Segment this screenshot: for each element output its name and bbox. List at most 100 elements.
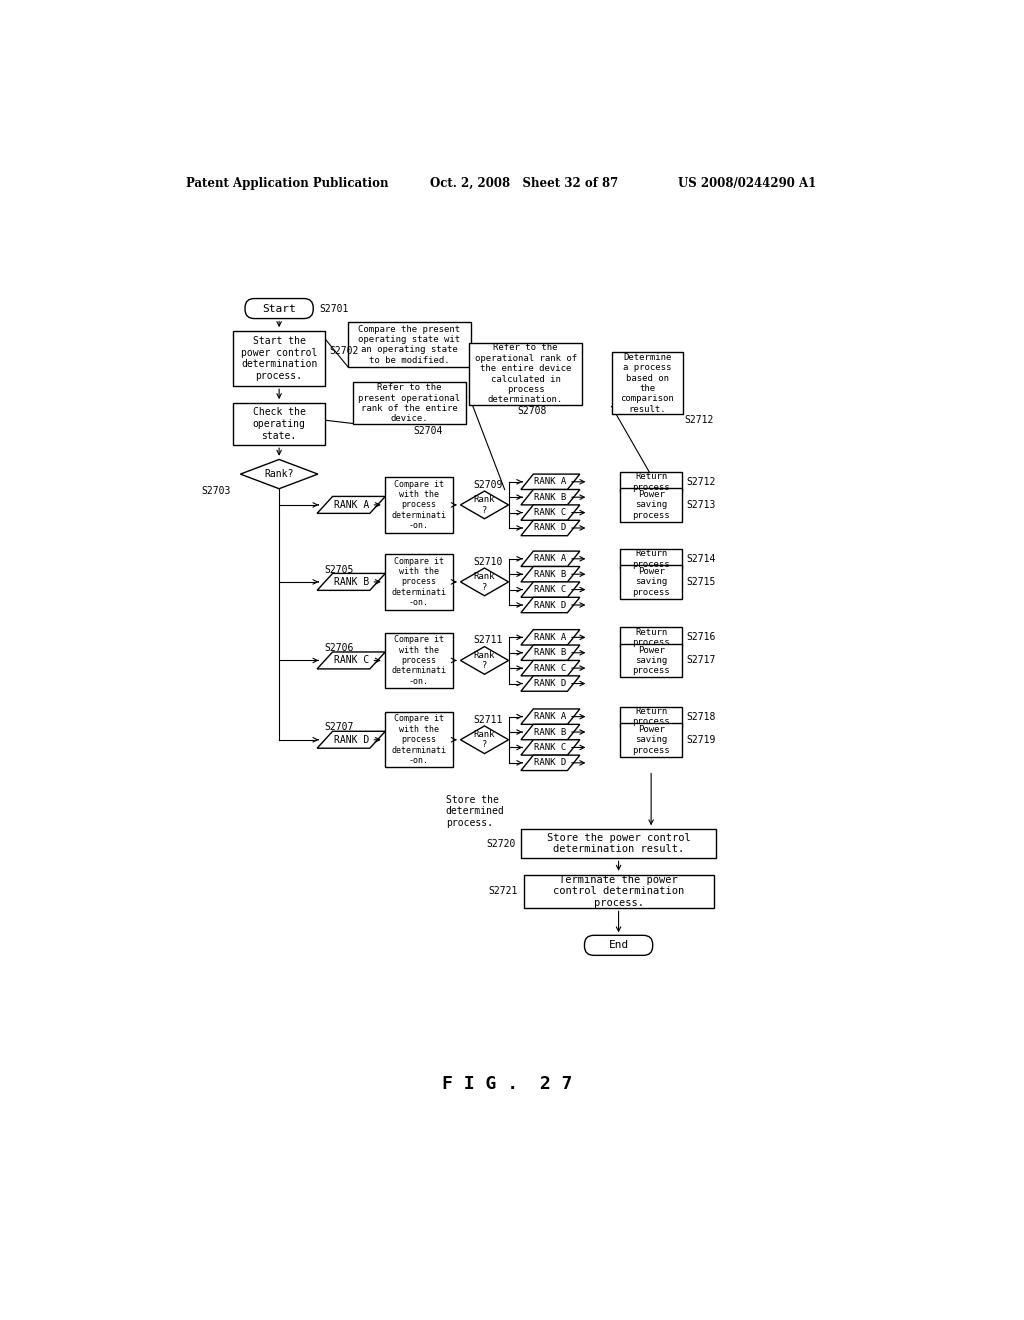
Polygon shape: [521, 645, 580, 660]
Text: RANK D: RANK D: [535, 759, 566, 767]
Text: F I G .  2 7: F I G . 2 7: [442, 1074, 573, 1093]
Polygon shape: [317, 731, 385, 748]
FancyBboxPatch shape: [385, 478, 453, 533]
Polygon shape: [461, 726, 509, 754]
FancyBboxPatch shape: [385, 554, 453, 610]
Text: Return
process: Return process: [632, 549, 670, 569]
Text: S2709: S2709: [473, 480, 502, 490]
Text: Patent Application Publication: Patent Application Publication: [186, 177, 389, 190]
Text: Power
saving
process: Power saving process: [632, 725, 670, 755]
Text: Compare it
with the
process
determinati
-on.: Compare it with the process determinati …: [391, 557, 446, 607]
Polygon shape: [461, 491, 509, 519]
Polygon shape: [317, 652, 385, 669]
Polygon shape: [521, 566, 580, 582]
Text: RANK D: RANK D: [535, 601, 566, 610]
FancyBboxPatch shape: [621, 627, 682, 647]
Polygon shape: [521, 630, 580, 645]
Text: Return
process: Return process: [632, 473, 670, 491]
Polygon shape: [317, 496, 385, 513]
Polygon shape: [521, 725, 580, 739]
Text: Power
saving
process: Power saving process: [632, 645, 670, 676]
Text: RANK B: RANK B: [334, 577, 369, 587]
Text: S2714: S2714: [686, 554, 716, 564]
Text: S2703: S2703: [202, 486, 231, 496]
Text: Start the
power control
determination
process.: Start the power control determination pr…: [241, 337, 317, 381]
Text: S2717: S2717: [686, 656, 716, 665]
FancyBboxPatch shape: [621, 488, 682, 521]
Text: S2705: S2705: [325, 565, 354, 574]
Text: RANK D: RANK D: [535, 524, 566, 532]
Text: RANK C: RANK C: [334, 656, 369, 665]
Text: S2711: S2711: [473, 714, 502, 725]
Polygon shape: [521, 474, 580, 490]
Polygon shape: [461, 647, 509, 675]
Text: RANK A: RANK A: [334, 500, 369, 510]
Polygon shape: [521, 755, 580, 771]
Text: S2710: S2710: [473, 557, 502, 566]
Text: RANK B: RANK B: [535, 570, 566, 578]
Text: Return
process: Return process: [632, 708, 670, 726]
Text: Refer to the
present operational
rank of the entire
device.: Refer to the present operational rank of…: [358, 383, 461, 424]
Text: S2719: S2719: [686, 735, 716, 744]
Text: Store the power control
determination result.: Store the power control determination re…: [547, 833, 690, 854]
Text: S2718: S2718: [686, 711, 716, 722]
Text: Refer to the
operational rank of
the entire device
calculated in
process
determi: Refer to the operational rank of the ent…: [474, 343, 577, 404]
Text: S2712: S2712: [684, 416, 714, 425]
Polygon shape: [521, 709, 580, 725]
Text: Power
saving
process: Power saving process: [632, 490, 670, 520]
Polygon shape: [521, 598, 580, 612]
Polygon shape: [241, 459, 317, 488]
Text: RANK B: RANK B: [535, 648, 566, 657]
Text: RANK D: RANK D: [535, 678, 566, 688]
FancyBboxPatch shape: [621, 549, 682, 569]
Text: Start: Start: [262, 304, 296, 314]
Text: RANK B: RANK B: [535, 492, 566, 502]
Text: S2704: S2704: [414, 425, 442, 436]
Text: S2713: S2713: [686, 500, 716, 510]
FancyBboxPatch shape: [585, 936, 652, 956]
Polygon shape: [521, 490, 580, 506]
Text: RANK B: RANK B: [535, 727, 566, 737]
Text: RANK D: RANK D: [334, 735, 369, 744]
Text: US 2008/0244290 A1: US 2008/0244290 A1: [678, 177, 816, 190]
Text: Determine
a process
based on
the
comparison
result.: Determine a process based on the compari…: [621, 352, 674, 413]
Text: Oct. 2, 2008   Sheet 32 of 87: Oct. 2, 2008 Sheet 32 of 87: [430, 177, 618, 190]
FancyBboxPatch shape: [233, 403, 325, 445]
Polygon shape: [317, 573, 385, 590]
Polygon shape: [521, 506, 580, 520]
Text: Rank
?: Rank ?: [474, 572, 496, 591]
Polygon shape: [521, 739, 580, 755]
Text: RANK A: RANK A: [535, 478, 566, 486]
Text: Compare it
with the
process
determinati
-on.: Compare it with the process determinati …: [391, 714, 446, 766]
Text: RANK C: RANK C: [535, 743, 566, 752]
Text: Terminate the power
control determination
process.: Terminate the power control determinatio…: [553, 875, 684, 908]
Text: RANK C: RANK C: [535, 664, 566, 673]
FancyBboxPatch shape: [245, 298, 313, 318]
Text: Compare it
with the
process
determinati
-on.: Compare it with the process determinati …: [391, 479, 446, 531]
Text: S2711: S2711: [473, 635, 502, 645]
Text: Store the
determined
process.: Store the determined process.: [445, 795, 505, 828]
FancyBboxPatch shape: [521, 829, 716, 858]
Text: S2712: S2712: [686, 477, 716, 487]
FancyBboxPatch shape: [621, 644, 682, 677]
Text: S2708: S2708: [518, 407, 547, 416]
Text: Return
process: Return process: [632, 627, 670, 647]
FancyBboxPatch shape: [353, 381, 466, 425]
Text: Compare the present
operating state wit
an operating state
to be modified.: Compare the present operating state wit …: [358, 325, 461, 364]
Polygon shape: [521, 582, 580, 598]
Text: S2701: S2701: [319, 304, 349, 314]
Polygon shape: [521, 520, 580, 536]
Text: RANK C: RANK C: [535, 508, 566, 517]
FancyBboxPatch shape: [523, 875, 714, 908]
Text: Rank
?: Rank ?: [474, 495, 496, 515]
Text: RANK A: RANK A: [535, 713, 566, 721]
FancyBboxPatch shape: [621, 565, 682, 599]
FancyBboxPatch shape: [621, 471, 682, 492]
FancyBboxPatch shape: [385, 711, 453, 767]
FancyBboxPatch shape: [621, 706, 682, 726]
Text: S2720: S2720: [486, 838, 515, 849]
Text: Rank
?: Rank ?: [474, 651, 496, 671]
Text: RANK A: RANK A: [535, 554, 566, 564]
Text: S2716: S2716: [686, 632, 716, 643]
Text: Compare it
with the
process
determinati
-on.: Compare it with the process determinati …: [391, 635, 446, 686]
